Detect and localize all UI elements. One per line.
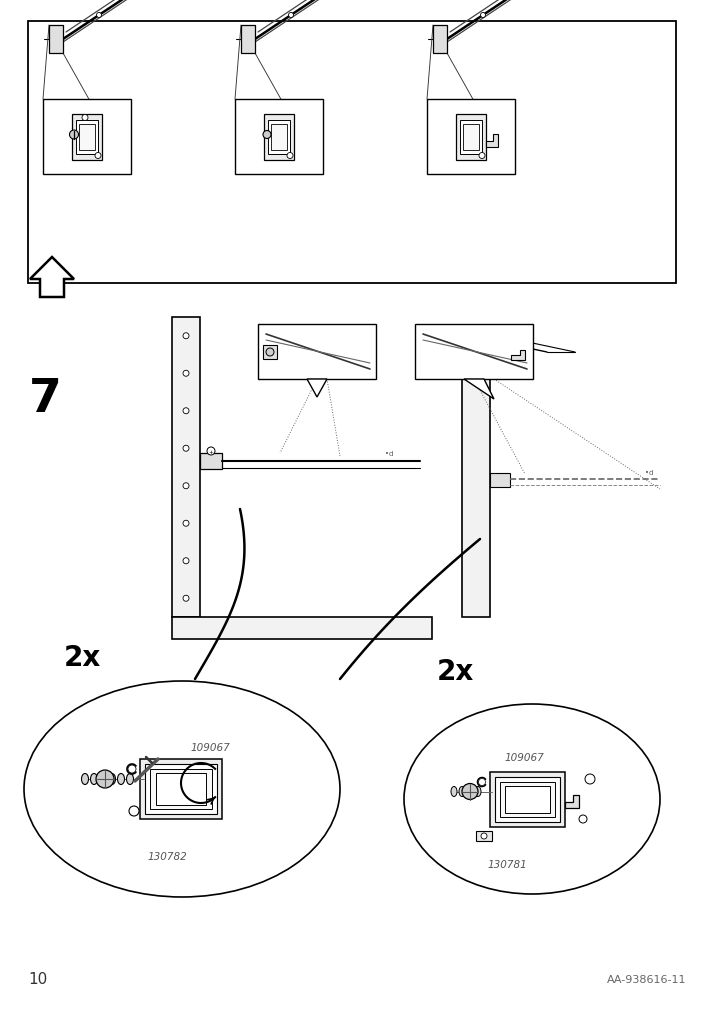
Text: 10: 10 [28,972,47,987]
Polygon shape [511,351,525,361]
Circle shape [263,131,271,140]
Bar [463,124,479,151]
Polygon shape [486,134,498,148]
Bar [49,26,63,54]
Polygon shape [30,258,74,297]
Bar [200,454,222,469]
Circle shape [69,130,79,140]
Text: AA-938616-11: AA-938616-11 [606,974,686,984]
Bar [427,100,515,175]
Polygon shape [307,379,327,397]
Circle shape [183,408,189,415]
Text: 130782: 130782 [147,851,187,861]
Bar [476,831,492,841]
Bar [241,26,255,54]
Ellipse shape [404,705,660,894]
Bar [462,335,490,618]
Ellipse shape [81,773,89,785]
Bar [415,325,533,379]
Bar [264,114,294,161]
Ellipse shape [126,773,134,785]
Circle shape [579,815,587,823]
Circle shape [288,13,293,18]
Bar [79,124,95,151]
Circle shape [481,833,487,839]
Bar [500,783,555,817]
Circle shape [585,774,595,785]
Circle shape [183,371,189,377]
Bar [72,114,102,161]
Bar [150,769,212,809]
Circle shape [207,448,215,456]
Ellipse shape [99,773,106,785]
Bar [490,473,510,487]
Text: 2x: 2x [64,643,101,671]
Bar [263,346,277,360]
Text: 109067: 109067 [504,752,544,762]
Ellipse shape [24,681,340,897]
Bar [156,773,206,805]
Ellipse shape [467,787,473,797]
Bar [172,317,200,618]
Ellipse shape [459,787,465,797]
Bar [268,120,290,155]
Bar [140,759,222,819]
Circle shape [462,784,478,800]
Circle shape [96,770,114,789]
Circle shape [481,13,486,18]
Circle shape [183,334,189,340]
Bar [271,124,287,151]
Text: •d: •d [645,469,653,475]
Text: 2x: 2x [436,657,473,685]
Circle shape [183,558,189,564]
Circle shape [183,446,189,452]
Polygon shape [565,796,579,808]
Bar [460,120,482,155]
Bar [490,772,565,827]
Ellipse shape [109,773,116,785]
Bar [43,100,131,175]
Bar [76,120,98,155]
Bar [505,787,550,813]
Bar [495,777,560,822]
Bar [433,26,447,54]
Circle shape [266,349,274,357]
Bar [456,114,486,161]
Circle shape [287,154,293,160]
Bar [172,618,432,639]
Ellipse shape [91,773,98,785]
Text: •d: •d [385,451,393,457]
Circle shape [95,154,101,160]
Text: +: + [208,449,213,454]
Circle shape [479,154,485,160]
Ellipse shape [475,787,481,797]
Ellipse shape [118,773,124,785]
Ellipse shape [451,787,457,797]
Circle shape [183,521,189,527]
Bar [235,100,323,175]
Circle shape [129,806,139,816]
Circle shape [96,13,101,18]
Text: 7: 7 [29,377,61,422]
Polygon shape [464,379,494,399]
Bar [258,325,376,379]
Bar [28,22,676,284]
Circle shape [183,483,189,489]
Circle shape [183,595,189,602]
Text: 130781: 130781 [487,859,527,869]
Circle shape [82,115,88,121]
Text: 109067: 109067 [190,742,230,752]
Bar [145,764,217,814]
